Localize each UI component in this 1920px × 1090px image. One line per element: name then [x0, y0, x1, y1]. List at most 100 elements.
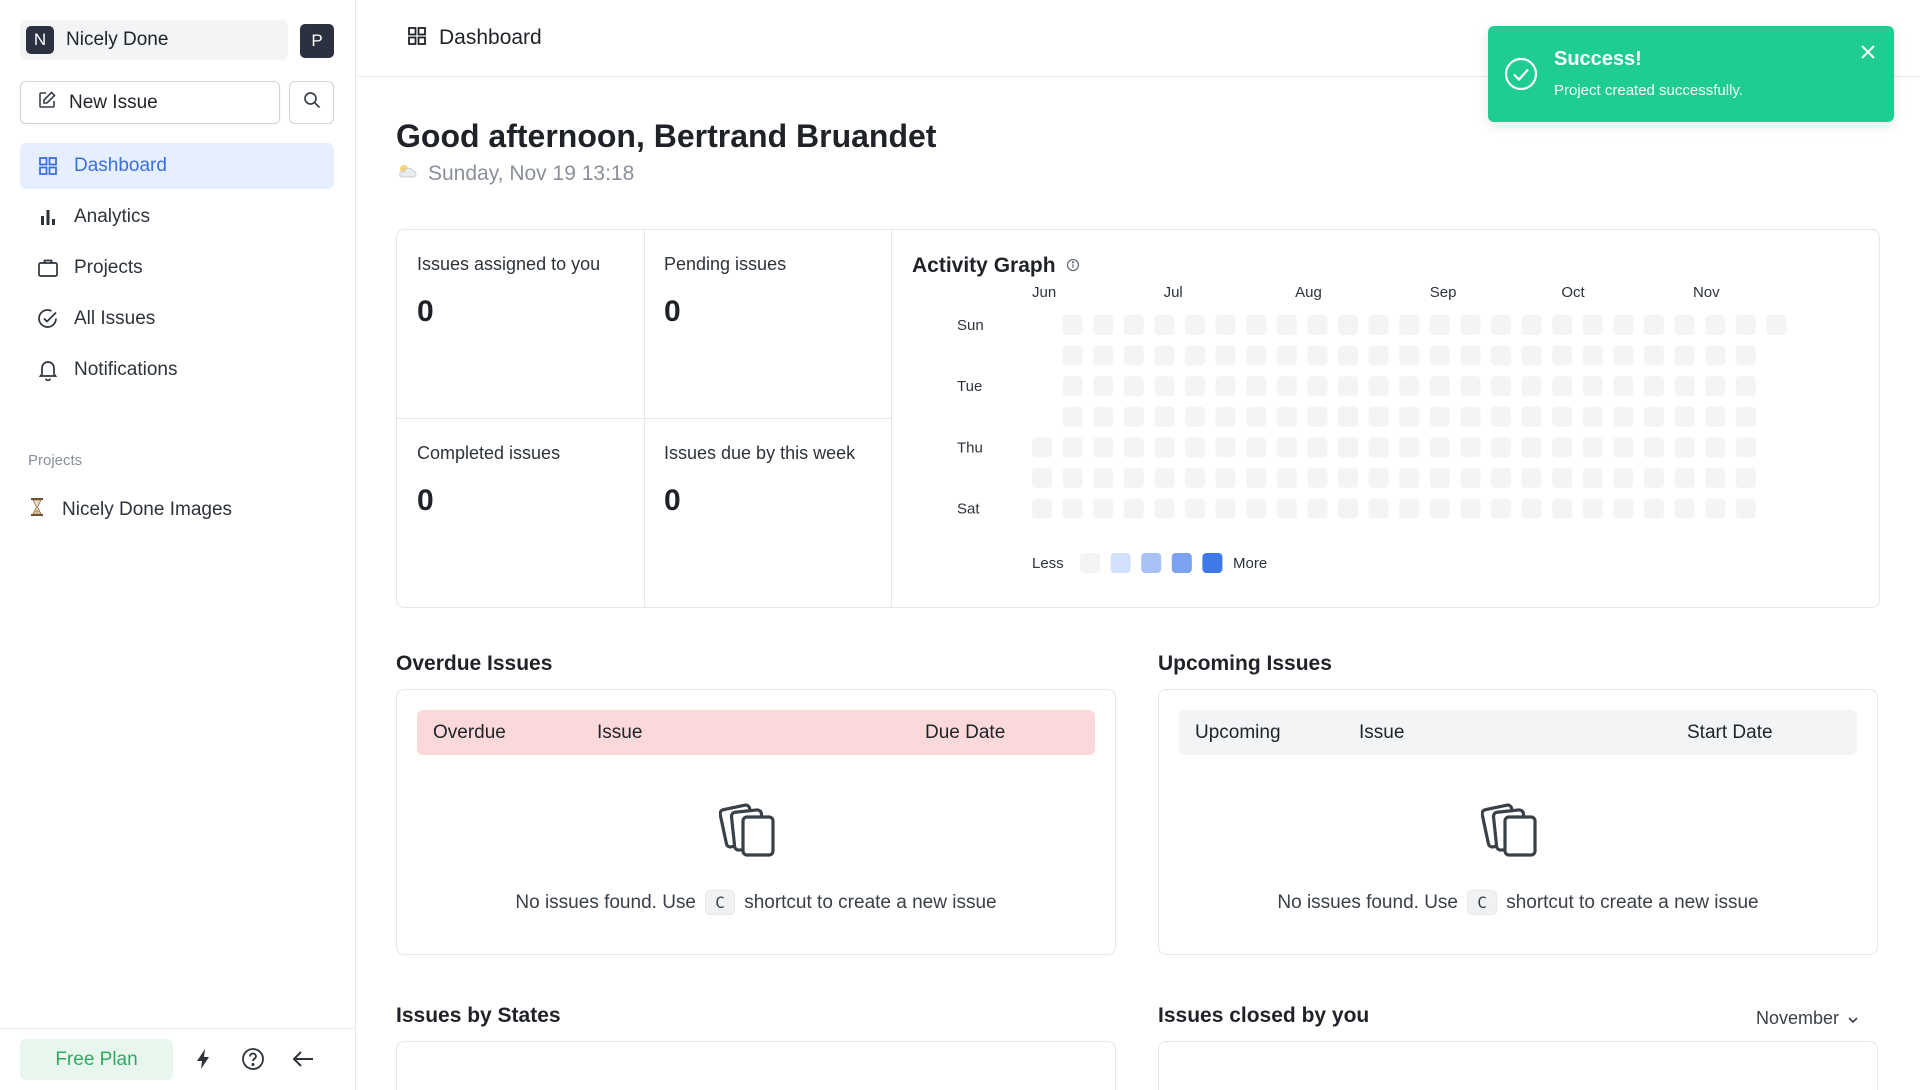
- activity-cell[interactable]: [1062, 498, 1083, 519]
- activity-cell[interactable]: [1552, 498, 1573, 519]
- activity-cell[interactable]: [1338, 468, 1358, 488]
- activity-cell[interactable]: [1521, 468, 1542, 488]
- activity-cell[interactable]: [1613, 468, 1634, 488]
- activity-cell[interactable]: [1368, 376, 1389, 397]
- activity-cell[interactable]: [1307, 468, 1328, 488]
- activity-cell[interactable]: [1429, 345, 1450, 366]
- activity-cell[interactable]: [1491, 406, 1511, 427]
- activity-cell[interactable]: [1674, 437, 1695, 458]
- activity-cell[interactable]: [1123, 498, 1144, 519]
- activity-cell[interactable]: [1429, 406, 1450, 427]
- activity-cell[interactable]: [1521, 406, 1542, 427]
- activity-cell[interactable]: [1644, 315, 1664, 335]
- activity-cell[interactable]: [1215, 315, 1236, 335]
- activity-cell[interactable]: [1062, 345, 1083, 366]
- activity-cell[interactable]: [1705, 345, 1726, 366]
- free-plan-button[interactable]: Free Plan: [20, 1039, 173, 1080]
- activity-cell[interactable]: [1460, 315, 1481, 335]
- activity-cell[interactable]: [1460, 376, 1481, 397]
- activity-cell[interactable]: [1613, 315, 1634, 335]
- activity-cell[interactable]: [1246, 468, 1267, 488]
- activity-cell[interactable]: [1705, 315, 1726, 335]
- activity-cell[interactable]: [1399, 345, 1420, 366]
- activity-cell[interactable]: [1062, 315, 1083, 335]
- activity-cell[interactable]: [1368, 468, 1389, 488]
- activity-cell[interactable]: [1613, 437, 1634, 458]
- activity-cell[interactable]: [1429, 498, 1450, 519]
- activity-cell[interactable]: [1338, 376, 1358, 397]
- activity-cell[interactable]: [1460, 437, 1481, 458]
- activity-cell[interactable]: [1123, 437, 1144, 458]
- activity-cell[interactable]: [1276, 345, 1297, 366]
- activity-cell[interactable]: [1674, 406, 1695, 427]
- activity-cell[interactable]: [1215, 406, 1236, 427]
- activity-cell[interactable]: [1276, 498, 1297, 519]
- activity-cell[interactable]: [1460, 406, 1481, 427]
- activity-cell[interactable]: [1185, 345, 1205, 366]
- activity-cell[interactable]: [1215, 376, 1236, 397]
- activity-cell[interactable]: [1276, 406, 1297, 427]
- activity-cell[interactable]: [1246, 406, 1267, 427]
- activity-cell[interactable]: [1460, 468, 1481, 488]
- activity-cell[interactable]: [1032, 498, 1052, 519]
- activity-cell[interactable]: [1032, 468, 1052, 488]
- activity-cell[interactable]: [1185, 498, 1205, 519]
- activity-cell[interactable]: [1552, 406, 1573, 427]
- activity-cell[interactable]: [1215, 345, 1236, 366]
- activity-cell[interactable]: [1644, 376, 1664, 397]
- activity-cell[interactable]: [1521, 345, 1542, 366]
- activity-cell[interactable]: [1644, 406, 1664, 427]
- activity-cell[interactable]: [1123, 406, 1144, 427]
- activity-cell[interactable]: [1552, 437, 1573, 458]
- activity-cell[interactable]: [1429, 468, 1450, 488]
- activity-cell[interactable]: [1307, 376, 1328, 397]
- activity-cell[interactable]: [1766, 315, 1787, 335]
- activity-cell[interactable]: [1154, 406, 1175, 427]
- activity-cell[interactable]: [1399, 315, 1420, 335]
- sidebar-item-dashboard[interactable]: Dashboard: [20, 143, 334, 189]
- stat-due-this-week[interactable]: Issues due by this week 0: [644, 419, 891, 607]
- collapse-arrow-icon[interactable]: [289, 1045, 317, 1073]
- activity-cell[interactable]: [1429, 315, 1450, 335]
- activity-cell[interactable]: [1185, 406, 1205, 427]
- activity-cell[interactable]: [1582, 406, 1603, 427]
- activity-cell[interactable]: [1491, 345, 1511, 366]
- activity-cell[interactable]: [1613, 406, 1634, 427]
- info-icon[interactable]: [1066, 254, 1080, 278]
- activity-cell[interactable]: [1705, 376, 1726, 397]
- activity-cell[interactable]: [1582, 468, 1603, 488]
- column-header-upcoming[interactable]: Upcoming: [1195, 722, 1281, 743]
- activity-cell[interactable]: [1062, 376, 1083, 397]
- activity-cell[interactable]: [1123, 468, 1144, 488]
- activity-cell[interactable]: [1613, 376, 1634, 397]
- activity-cell[interactable]: [1368, 315, 1389, 335]
- activity-cell[interactable]: [1674, 315, 1695, 335]
- activity-cell[interactable]: [1307, 437, 1328, 458]
- activity-cell[interactable]: [1429, 437, 1450, 458]
- activity-cell[interactable]: [1735, 468, 1756, 488]
- activity-cell[interactable]: [1093, 498, 1114, 519]
- activity-cell[interactable]: [1338, 437, 1358, 458]
- activity-cell[interactable]: [1613, 345, 1634, 366]
- activity-cell[interactable]: [1093, 437, 1114, 458]
- activity-cell[interactable]: [1521, 376, 1542, 397]
- activity-cell[interactable]: [1093, 406, 1114, 427]
- activity-cell[interactable]: [1491, 498, 1511, 519]
- activity-cell[interactable]: [1307, 315, 1328, 335]
- activity-cell[interactable]: [1062, 437, 1083, 458]
- activity-cell[interactable]: [1276, 315, 1297, 335]
- month-select[interactable]: November: [1756, 1008, 1859, 1029]
- activity-cell[interactable]: [1644, 498, 1664, 519]
- activity-cell[interactable]: [1644, 468, 1664, 488]
- sidebar-item-analytics[interactable]: Analytics: [20, 194, 334, 240]
- column-header-overdue[interactable]: Overdue: [433, 722, 506, 743]
- activity-cell[interactable]: [1154, 376, 1175, 397]
- activity-cell[interactable]: [1123, 345, 1144, 366]
- activity-cell[interactable]: [1093, 376, 1114, 397]
- activity-cell[interactable]: [1185, 437, 1205, 458]
- user-avatar[interactable]: P: [300, 24, 334, 58]
- activity-cell[interactable]: [1705, 406, 1726, 427]
- activity-cell[interactable]: [1582, 345, 1603, 366]
- activity-cell[interactable]: [1735, 315, 1756, 335]
- search-button[interactable]: [289, 81, 334, 124]
